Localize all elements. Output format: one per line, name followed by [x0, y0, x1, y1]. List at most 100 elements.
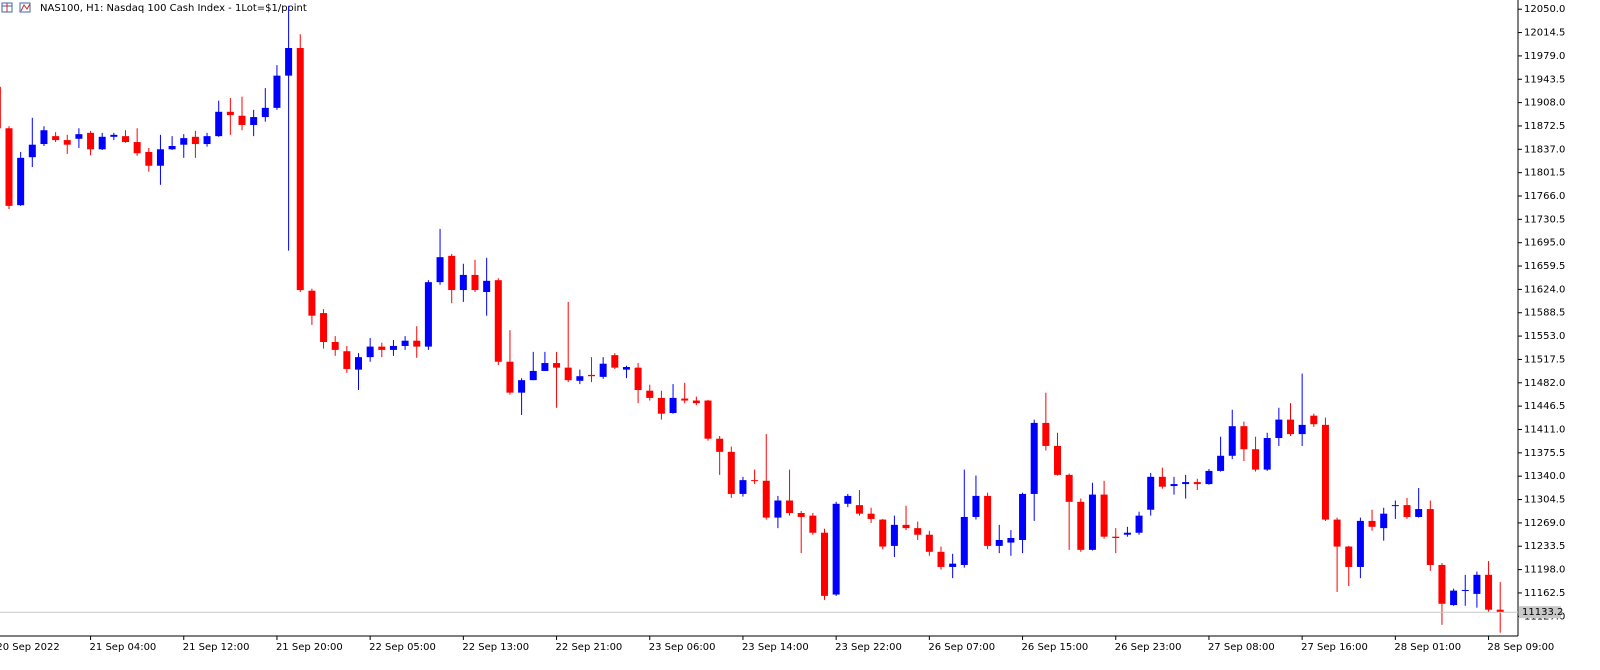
candle-body: [949, 563, 957, 567]
candle-body: [1333, 519, 1341, 547]
candle-body: [28, 144, 36, 158]
y-tick-label: 11872.5: [1524, 121, 1565, 132]
candle-body: [1007, 538, 1015, 543]
y-tick-label: 11269.0: [1524, 518, 1565, 529]
header-icons: [1, 2, 31, 13]
candle-body: [1100, 494, 1108, 537]
candle-body: [110, 134, 118, 137]
candle-body: [308, 290, 316, 316]
candle-body: [191, 136, 199, 145]
y-tick-label: 11162.5: [1524, 588, 1565, 599]
last-price-label: 11133.2: [1522, 607, 1563, 618]
candle-body: [1252, 449, 1260, 470]
y-tick-label: 11624.0: [1524, 284, 1565, 295]
y-tick-label: 11695.0: [1524, 238, 1565, 249]
candle-body: [1135, 515, 1143, 533]
candle-body: [727, 451, 735, 494]
candle-body: [1123, 532, 1131, 535]
y-tick-label: 11730.5: [1524, 214, 1565, 225]
y-tick-label: 11908.0: [1524, 98, 1565, 109]
candle-body: [588, 374, 595, 377]
candle-body: [1217, 455, 1225, 471]
candle-body: [180, 138, 188, 145]
candle-body: [5, 128, 13, 206]
candle-body: [1228, 426, 1236, 456]
y-tick-label: 11517.5: [1524, 354, 1565, 365]
candle-body: [1298, 424, 1306, 435]
candle-body: [681, 398, 689, 401]
candle-body: [1345, 546, 1353, 567]
candle-body: [564, 367, 572, 381]
y-tick-label: 11375.5: [1524, 448, 1565, 459]
candle-body: [716, 438, 724, 452]
candle-body: [1170, 484, 1178, 487]
candle-body: [1461, 589, 1469, 591]
candle-body: [250, 117, 258, 125]
candle-body: [925, 534, 933, 552]
y-tick-label: 11233.5: [1524, 541, 1565, 552]
candle-body: [1473, 574, 1481, 594]
x-tick-label: 21 Sep 04:00: [90, 642, 157, 653]
candle-body: [669, 397, 677, 414]
candle-body: [762, 480, 770, 518]
candle-body: [1205, 470, 1213, 485]
x-tick-label: 22 Sep 21:00: [556, 642, 623, 653]
candle-body: [448, 255, 456, 291]
candle-body: [529, 370, 537, 381]
candle-body: [215, 111, 223, 137]
x-tick-label: 23 Sep 06:00: [649, 642, 716, 653]
candle-body: [261, 107, 269, 118]
candle-body: [1485, 574, 1493, 610]
candle-body: [657, 397, 665, 414]
y-tick-label: 11659.5: [1524, 261, 1565, 272]
candle-body: [972, 495, 980, 517]
candle-body: [914, 528, 922, 535]
x-tick-label: 22 Sep 05:00: [369, 642, 436, 653]
x-tick-label: 26 Sep 23:00: [1115, 642, 1182, 653]
candle-body: [203, 136, 211, 145]
candle-body: [378, 346, 386, 350]
candle-body: [40, 130, 48, 145]
y-tick-label: 11482.0: [1524, 378, 1565, 389]
candle-body: [273, 75, 281, 108]
candle-body: [1321, 424, 1329, 520]
candle-body: [1310, 415, 1318, 425]
candle-body: [87, 132, 95, 150]
x-tick-label: 27 Sep 16:00: [1301, 642, 1368, 653]
candle-body: [145, 151, 153, 166]
candle-body: [844, 495, 852, 504]
y-tick-label: 11837.0: [1524, 144, 1565, 155]
candle-body: [984, 495, 992, 546]
x-tick-label: 26 Sep 15:00: [1022, 642, 1089, 653]
candle-body: [238, 115, 246, 125]
plot-area: [0, 5, 1504, 633]
candle-body: [296, 48, 304, 291]
candle-body: [413, 340, 421, 347]
candle-body: [902, 524, 910, 529]
candle-body: [320, 313, 328, 343]
candle-body: [424, 282, 432, 347]
candle-body: [1356, 520, 1364, 567]
y-tick-label: 11766.0: [1524, 191, 1565, 202]
y-tick-label: 11801.5: [1524, 168, 1565, 179]
candle-body: [1380, 513, 1388, 529]
candle-body: [471, 274, 479, 291]
candle-body: [63, 140, 71, 145]
chart-title: NAS100, H1: Nasdaq 100 Cash Index - 1Lot…: [40, 3, 307, 14]
candle-body: [809, 515, 817, 533]
candle-body: [611, 355, 619, 368]
candle-body: [459, 274, 467, 291]
x-tick-label: 21 Sep 12:00: [183, 642, 250, 653]
candle-body: [75, 134, 83, 139]
y-tick-label: 11553.0: [1524, 331, 1565, 342]
x-tick-label: 21 Sep 20:00: [276, 642, 343, 653]
candle-body: [832, 503, 840, 595]
candle-body: [1182, 482, 1190, 485]
candle-body: [1193, 482, 1201, 485]
candle-body: [1030, 422, 1038, 494]
candle-body: [0, 86, 1, 129]
x-tick-label: 20 Sep 2022: [0, 642, 60, 653]
candle-body: [226, 111, 234, 116]
candle-body: [890, 524, 898, 546]
candle-body: [285, 48, 293, 76]
